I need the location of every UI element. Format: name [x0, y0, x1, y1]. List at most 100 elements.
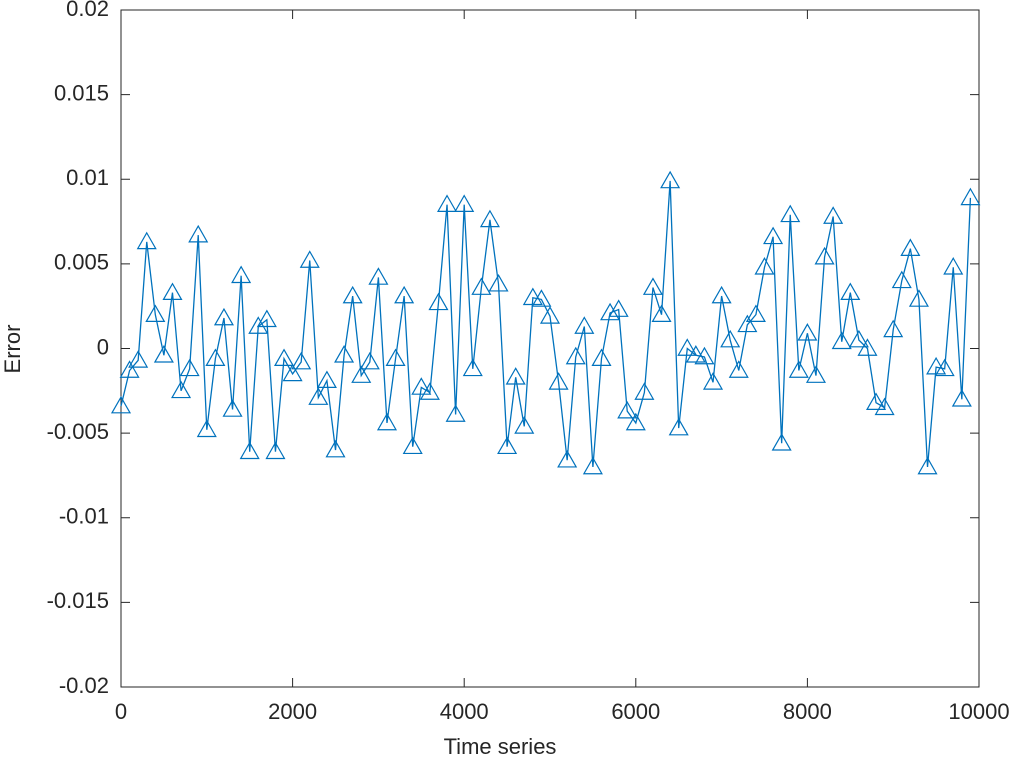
data-point	[325, 439, 346, 458]
data-point	[514, 416, 535, 434]
x-tick-label: 8000	[783, 699, 832, 724]
data-point	[642, 277, 663, 295]
data-point	[222, 399, 243, 417]
data-point	[797, 323, 818, 341]
data-point	[763, 226, 784, 245]
data-point	[634, 382, 655, 400]
data-point	[531, 289, 552, 307]
data-point	[291, 351, 312, 370]
data-point	[205, 348, 226, 367]
data-point	[471, 277, 492, 295]
data-point	[694, 346, 715, 365]
data-point	[145, 304, 166, 322]
data-point	[668, 417, 689, 436]
data-point	[248, 316, 269, 334]
data-point	[359, 351, 380, 370]
data-point	[951, 389, 972, 407]
y-axis-label: Error	[0, 325, 25, 374]
data-point	[848, 329, 869, 348]
data-point	[188, 224, 209, 243]
data-point	[231, 265, 252, 284]
data-point	[831, 331, 852, 350]
data-point	[857, 338, 878, 356]
data-point	[128, 350, 149, 368]
data-point	[196, 419, 217, 438]
data-point	[282, 363, 303, 382]
data-point	[591, 348, 612, 367]
data-point	[745, 304, 766, 322]
y-tick-label: 0.005	[54, 250, 109, 275]
x-tick-label: 0	[115, 699, 127, 724]
data-point	[754, 257, 775, 275]
data-point	[213, 307, 234, 326]
data-point	[600, 302, 621, 321]
data-point	[462, 358, 483, 377]
data-point	[840, 282, 861, 300]
data-point	[788, 360, 809, 378]
data-point	[136, 231, 157, 250]
x-tick-label: 6000	[611, 699, 660, 724]
data-point	[239, 441, 260, 460]
data-point	[273, 348, 295, 367]
data-point	[720, 329, 741, 348]
data-point	[702, 372, 724, 390]
data-point	[780, 204, 801, 223]
data-point	[608, 299, 629, 317]
data-point	[162, 282, 183, 300]
data-point	[308, 387, 329, 405]
data-point	[265, 441, 286, 460]
data-point	[737, 314, 758, 333]
y-tick-label: 0	[97, 334, 109, 359]
data-point	[411, 377, 432, 395]
data-point	[351, 365, 372, 383]
data-point	[823, 206, 844, 224]
data-point	[557, 449, 578, 468]
data-point	[505, 367, 526, 385]
data-point	[711, 285, 732, 304]
data-point	[428, 292, 449, 311]
data-point	[419, 382, 440, 400]
data-point	[368, 267, 389, 285]
data-point	[548, 372, 569, 390]
data-point	[805, 365, 827, 383]
data-point	[334, 345, 355, 363]
data-point	[660, 170, 681, 189]
data-point	[565, 346, 586, 365]
data-point	[454, 194, 475, 212]
x-tick-label: 2000	[268, 699, 317, 724]
data-point	[299, 250, 320, 268]
y-tick-label: -0.005	[47, 419, 109, 444]
data-point	[908, 289, 929, 307]
y-tick-label: 0.015	[54, 80, 109, 105]
data-point	[651, 304, 672, 322]
data-point	[256, 309, 277, 328]
data-point	[376, 412, 398, 431]
x-tick-label: 4000	[440, 699, 489, 724]
data-point	[943, 257, 964, 275]
data-point	[119, 360, 140, 378]
data-point	[883, 319, 904, 338]
data-point	[171, 380, 192, 399]
data-point	[960, 187, 981, 206]
x-tick-label: 10000	[948, 699, 1009, 724]
data-point	[394, 285, 415, 304]
data-point	[539, 306, 561, 324]
x-axis-label: Time series	[444, 734, 557, 759]
data-point	[497, 436, 518, 455]
y-tick-label: 0.02	[66, 0, 109, 21]
data-point	[316, 370, 337, 389]
data-line	[120, 180, 972, 468]
data-point	[488, 273, 509, 292]
data-point	[437, 194, 458, 212]
data-point	[677, 338, 698, 356]
y-tick-label: -0.015	[47, 588, 109, 613]
data-point	[625, 412, 646, 431]
data-point	[934, 358, 955, 377]
data-point	[814, 246, 835, 265]
data-point	[574, 316, 595, 334]
data-point	[728, 360, 749, 378]
data-point	[153, 345, 174, 363]
data-point	[110, 395, 132, 414]
data-point	[402, 436, 423, 455]
